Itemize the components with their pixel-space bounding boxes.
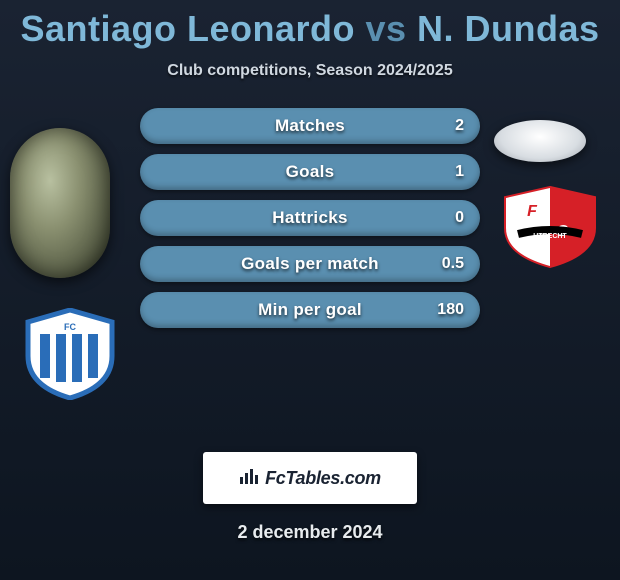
subtitle: Club competitions, Season 2024/2025 xyxy=(0,62,620,80)
eindhoven-shield-icon: FC xyxy=(20,308,120,400)
stat-label: Goals xyxy=(286,162,335,182)
stat-bar-min-per-goal: Min per goal 180 xyxy=(140,292,480,328)
utrecht-shield-icon: F C UTRECHT xyxy=(500,186,600,268)
vs-separator: vs xyxy=(365,8,406,49)
stat-label: Min per goal xyxy=(258,300,362,320)
stats-stage: FC F C UTRECHT Matches 2 Goals 1 Hattric… xyxy=(0,108,620,428)
snapshot-date: 2 december 2024 xyxy=(0,522,620,543)
stat-bar-goals: Goals 1 xyxy=(140,154,480,190)
player2-photo xyxy=(494,120,586,162)
player1-photo xyxy=(10,128,110,278)
club-left-badge: FC xyxy=(20,308,120,400)
stat-value: 0.5 xyxy=(442,255,464,273)
club-right-badge: F C UTRECHT xyxy=(500,186,600,268)
stat-bar-hattricks: Hattricks 0 xyxy=(140,200,480,236)
comparison-title: Santiago Leonardo vs N. Dundas xyxy=(0,0,620,50)
svg-text:FC: FC xyxy=(64,322,76,332)
stat-bar-goals-per-match: Goals per match 0.5 xyxy=(140,246,480,282)
stat-value: 2 xyxy=(455,117,464,135)
stat-bar-matches: Matches 2 xyxy=(140,108,480,144)
svg-text:UTRECHT: UTRECHT xyxy=(533,233,567,240)
stat-label: Matches xyxy=(275,116,345,136)
stat-value: 1 xyxy=(455,163,464,181)
stat-label: Hattricks xyxy=(272,208,347,228)
svg-text:F: F xyxy=(527,203,538,220)
brand-chart-icon xyxy=(239,467,261,490)
stat-value: 0 xyxy=(455,209,464,227)
player1-name: Santiago Leonardo xyxy=(20,8,355,49)
brand-text: FcTables.com xyxy=(265,468,381,489)
stat-label: Goals per match xyxy=(241,254,379,274)
stat-value: 180 xyxy=(437,301,464,319)
stat-bars: Matches 2 Goals 1 Hattricks 0 Goals per … xyxy=(140,108,480,338)
brand-box: FcTables.com xyxy=(203,452,417,504)
player2-name: N. Dundas xyxy=(417,8,600,49)
